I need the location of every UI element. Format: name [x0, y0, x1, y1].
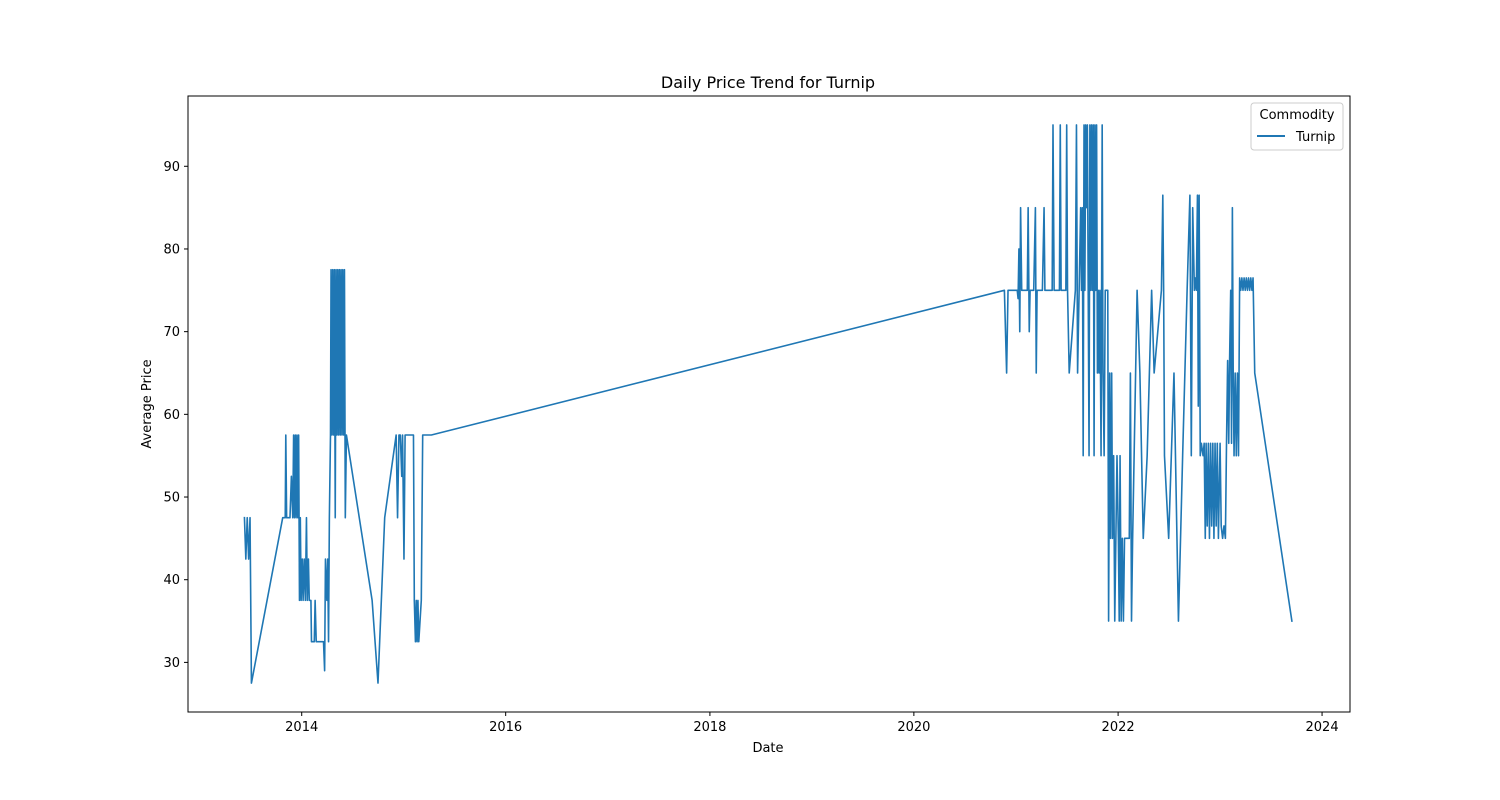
y-tick-label: 90: [163, 160, 180, 175]
series-line-turnip: [243, 124, 1293, 684]
series-layer: [243, 124, 1293, 684]
x-tick-label: 2022: [1102, 720, 1135, 735]
x-tick-label: 2018: [693, 720, 726, 735]
chart-title: Daily Price Trend for Turnip: [661, 73, 875, 92]
legend: Commodity Turnip: [1250, 102, 1344, 151]
plot-area-frame: [187, 95, 1351, 713]
y-axis-label: Average Price: [140, 359, 155, 448]
legend-title: Commodity: [1260, 108, 1335, 123]
y-tick-label: 30: [163, 656, 180, 671]
y-tick-label: 40: [163, 573, 180, 588]
x-tick-label: 2020: [897, 720, 930, 735]
y-tick-label: 80: [163, 242, 180, 257]
x-tick-label: 2016: [489, 720, 522, 735]
y-tick-label: 50: [163, 491, 180, 506]
x-axis-label: Date: [752, 741, 783, 756]
x-tick-label: 2014: [285, 720, 318, 735]
y-axis-ticks: 30 40 50 60 70 80 90: [163, 160, 188, 671]
legend-box: [1250, 102, 1344, 151]
x-axis-ticks: 2014 2016 2018 2020 2022 2024: [285, 712, 1339, 735]
x-tick-label: 2024: [1306, 720, 1339, 735]
legend-entry-turnip: Turnip: [1295, 130, 1335, 145]
y-tick-label: 60: [163, 408, 180, 423]
y-tick-label: 70: [163, 325, 180, 340]
